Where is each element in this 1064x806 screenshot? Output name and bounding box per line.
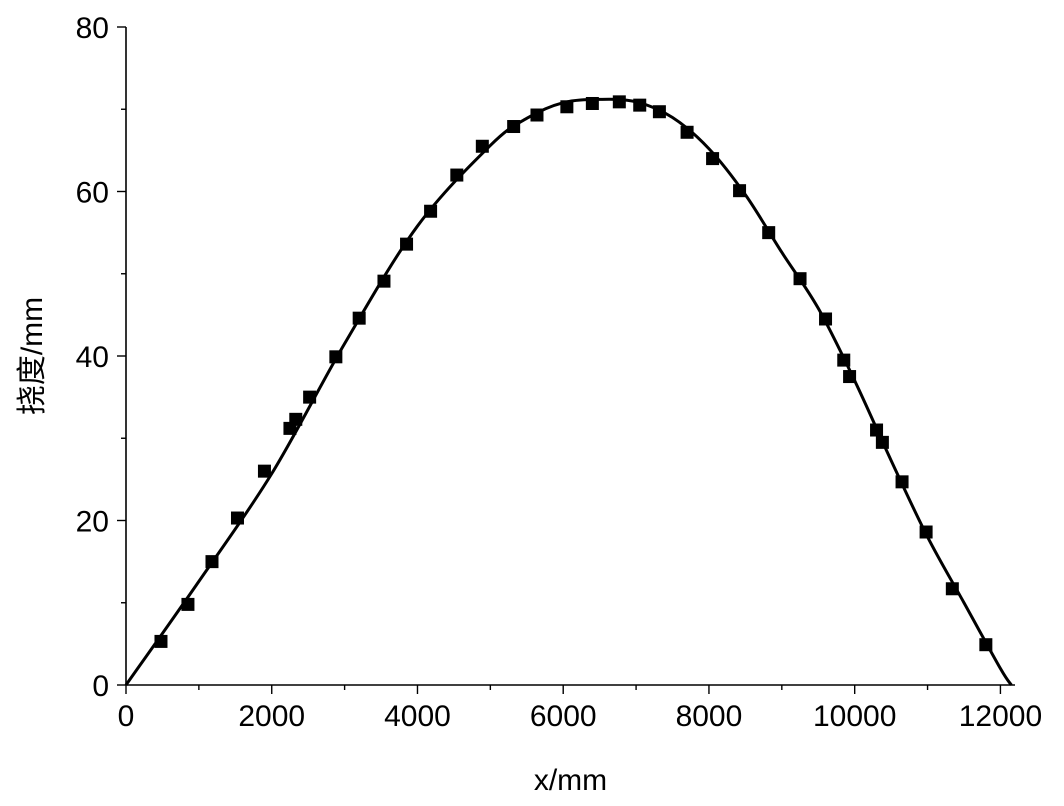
data-point-marker	[613, 95, 626, 108]
data-point-marker	[870, 424, 883, 437]
data-point-marker	[896, 475, 909, 488]
data-point-marker	[837, 354, 850, 367]
data-point-marker	[507, 120, 520, 133]
axes	[126, 27, 1015, 685]
data-point-marker	[653, 105, 666, 118]
x-tick-label: 6000	[530, 700, 597, 733]
data-point-marker	[530, 109, 543, 122]
fit-curve	[126, 99, 1011, 685]
data-point-marker	[303, 391, 316, 404]
data-point-marker	[231, 512, 244, 525]
data-point-marker	[560, 100, 573, 113]
data-point-marker	[819, 312, 832, 325]
data-point-marker	[681, 126, 694, 139]
x-tick-label: 0	[118, 700, 135, 733]
x-tick-label: 8000	[676, 700, 743, 733]
data-point-marker	[450, 169, 463, 182]
x-tick-label: 4000	[384, 700, 451, 733]
y-axis-title: 挠度/mm	[16, 297, 49, 415]
data-point-marker	[329, 350, 342, 363]
y-tick-label: 20	[76, 506, 109, 539]
data-point-marker	[876, 436, 889, 449]
data-point-marker	[154, 635, 167, 648]
data-point-marker	[181, 598, 194, 611]
y-tick-label: 80	[76, 12, 109, 45]
y-tick-label: 40	[76, 341, 109, 374]
fit-curve-layer	[126, 99, 1011, 685]
data-point-marker	[762, 226, 775, 239]
data-point-marker	[843, 370, 856, 383]
data-point-marker	[353, 312, 366, 325]
data-point-marker	[586, 97, 599, 110]
data-markers	[154, 95, 992, 651]
data-point-marker	[733, 184, 746, 197]
y-tick-label: 0	[92, 670, 109, 703]
data-point-marker	[706, 152, 719, 165]
x-tick-label: 10000	[813, 700, 896, 733]
data-point-marker	[633, 99, 646, 112]
data-point-marker	[920, 526, 933, 539]
x-axis-ticks: 0 2000 4000 6000 8000 10000 12000	[118, 685, 1042, 733]
data-point-marker	[258, 465, 271, 478]
x-tick-label: 2000	[238, 700, 305, 733]
data-point-marker	[289, 413, 302, 426]
data-point-marker	[400, 238, 413, 251]
data-point-marker	[794, 272, 807, 285]
y-tick-label: 60	[76, 177, 109, 210]
x-tick-label: 12000	[959, 700, 1042, 733]
y-axis-ticks: 0 20 40 60 80	[76, 12, 126, 703]
data-point-marker	[205, 555, 218, 568]
data-point-marker	[946, 582, 959, 595]
data-point-marker	[979, 638, 992, 651]
x-axis-title: x/mm	[534, 764, 607, 797]
data-point-marker	[476, 140, 489, 153]
data-point-marker	[377, 275, 390, 288]
data-point-marker	[424, 205, 437, 218]
